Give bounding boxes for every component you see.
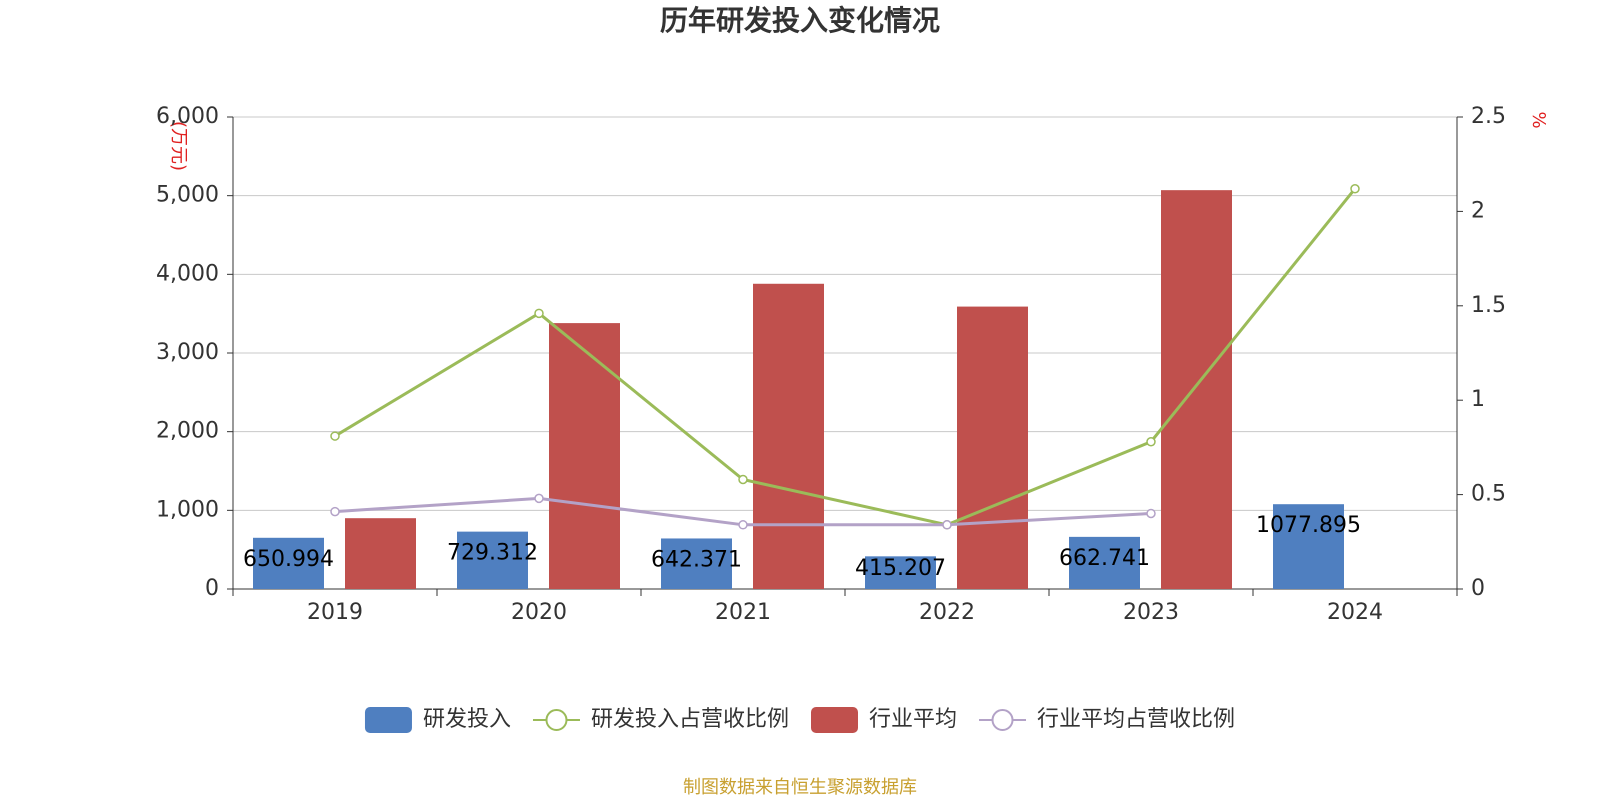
value-label: 650.994 [243,547,334,572]
line-point [942,520,952,530]
y-tick-label: 1,000 [156,497,219,522]
y2-tick-label: 0 [1471,576,1485,601]
x-tick-label: 2019 [307,600,363,625]
source-note: 制图数据来自恒生聚源数据库 [683,777,917,798]
y-tick-label: 2,000 [156,419,219,444]
bar [661,538,732,589]
legend-swatch [545,709,568,731]
y-tick-label: 4,000 [156,261,219,286]
legend: 研发投入 研发投入占营收比例 行业平均 行业平均占营收比例 [364,707,1235,733]
line-point [738,474,748,485]
bar [1161,190,1232,589]
x-tick-label: 2024 [1327,600,1383,625]
y-tick-label: 6,000 [156,104,219,129]
line-point [534,308,544,319]
line-point [534,493,544,504]
y-tick-label: 3,000 [156,340,219,365]
y2-tick-label: 2.5 [1471,104,1506,129]
bar [753,283,824,589]
bar [865,556,936,589]
y2-tick-label: 0.5 [1471,482,1506,507]
value-label: 729.312 [447,541,538,566]
bar [1069,536,1140,589]
line-point [330,506,340,517]
value-label: 415.207 [855,556,946,581]
value-label: 662.741 [1059,546,1150,571]
line-point [1146,436,1156,447]
bar [549,323,620,589]
grid [233,116,1457,511]
x-tick-label: 2020 [511,600,567,625]
legend-label: 行业平均占营收比例 [1037,707,1235,732]
legend-swatch [811,707,858,733]
y-tick-label: 0 [205,576,219,601]
legend-swatch [991,709,1014,731]
value-label: 642.371 [651,547,742,572]
line [334,187,1357,527]
bar [957,306,1028,589]
legend-swatch [364,707,412,733]
bar [253,537,324,589]
y-axis-label: (万元) [168,121,189,171]
legend-label: 研发投入 [423,707,511,732]
y2-tick-label: 1.5 [1471,293,1506,318]
line-point [1350,183,1360,194]
chart-title: 历年研发投入变化情况 [660,4,940,37]
legend-label: 研发投入占营收比例 [591,707,789,732]
line-point [738,520,748,530]
legend-label: 行业平均 [869,707,957,732]
x-tick-label: 2023 [1123,600,1179,625]
y-tick-label: 5,000 [156,183,219,208]
x-tick-label: 2022 [919,600,975,625]
bar [1273,504,1344,589]
line-point [1146,508,1156,519]
bar [457,531,528,589]
y2-tick-label: 2 [1471,198,1485,223]
bar [345,518,416,589]
y2-axis-label: % [1528,111,1549,128]
line-point [330,431,340,441]
value-label: 1077.895 [1256,513,1361,538]
y2-tick-label: 1 [1471,387,1485,412]
x-tick-label: 2021 [715,600,771,625]
